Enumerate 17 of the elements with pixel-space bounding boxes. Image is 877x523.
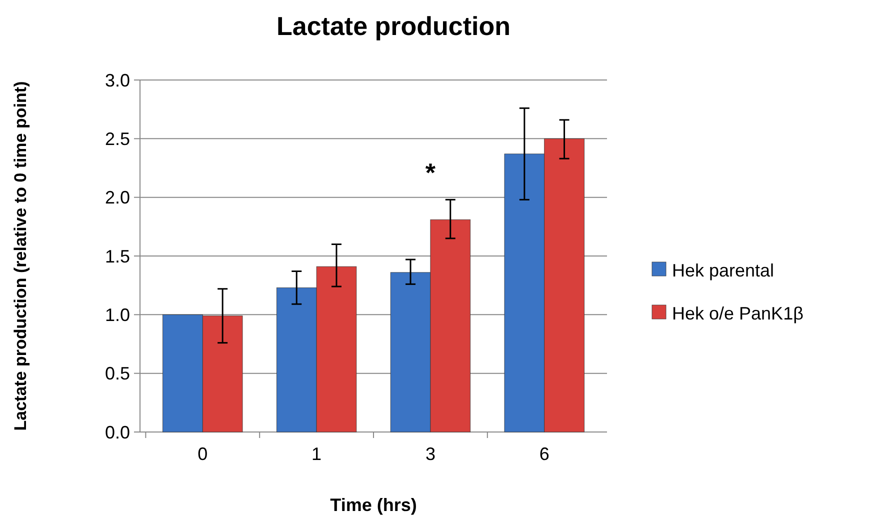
y-tick-label: 2.0 <box>104 188 130 208</box>
x-axis-title: Time (hrs) <box>330 495 417 515</box>
y-axis-title: Lactate production (relative to 0 time point) <box>11 81 30 431</box>
annotation: * <box>425 158 436 188</box>
y-tick-label: 0.5 <box>104 364 130 384</box>
x-tick-label: 6 <box>539 444 550 464</box>
legend-label: Hek o/e PanK1β <box>672 303 804 324</box>
x-tick-label: 1 <box>312 444 322 464</box>
x-tick-label: 0 <box>198 444 208 464</box>
chart-title: Lactate production <box>276 11 511 41</box>
y-tick-label: 1.5 <box>104 246 130 266</box>
y-tick-label: 0.0 <box>104 422 130 442</box>
legend-label: Hek parental <box>672 260 774 280</box>
y-tick-label: 2.5 <box>104 128 130 149</box>
y-tick-label: 1.0 <box>104 304 130 325</box>
y-tick-label: 3.0 <box>104 70 130 90</box>
x-tick-label: 3 <box>425 444 436 464</box>
